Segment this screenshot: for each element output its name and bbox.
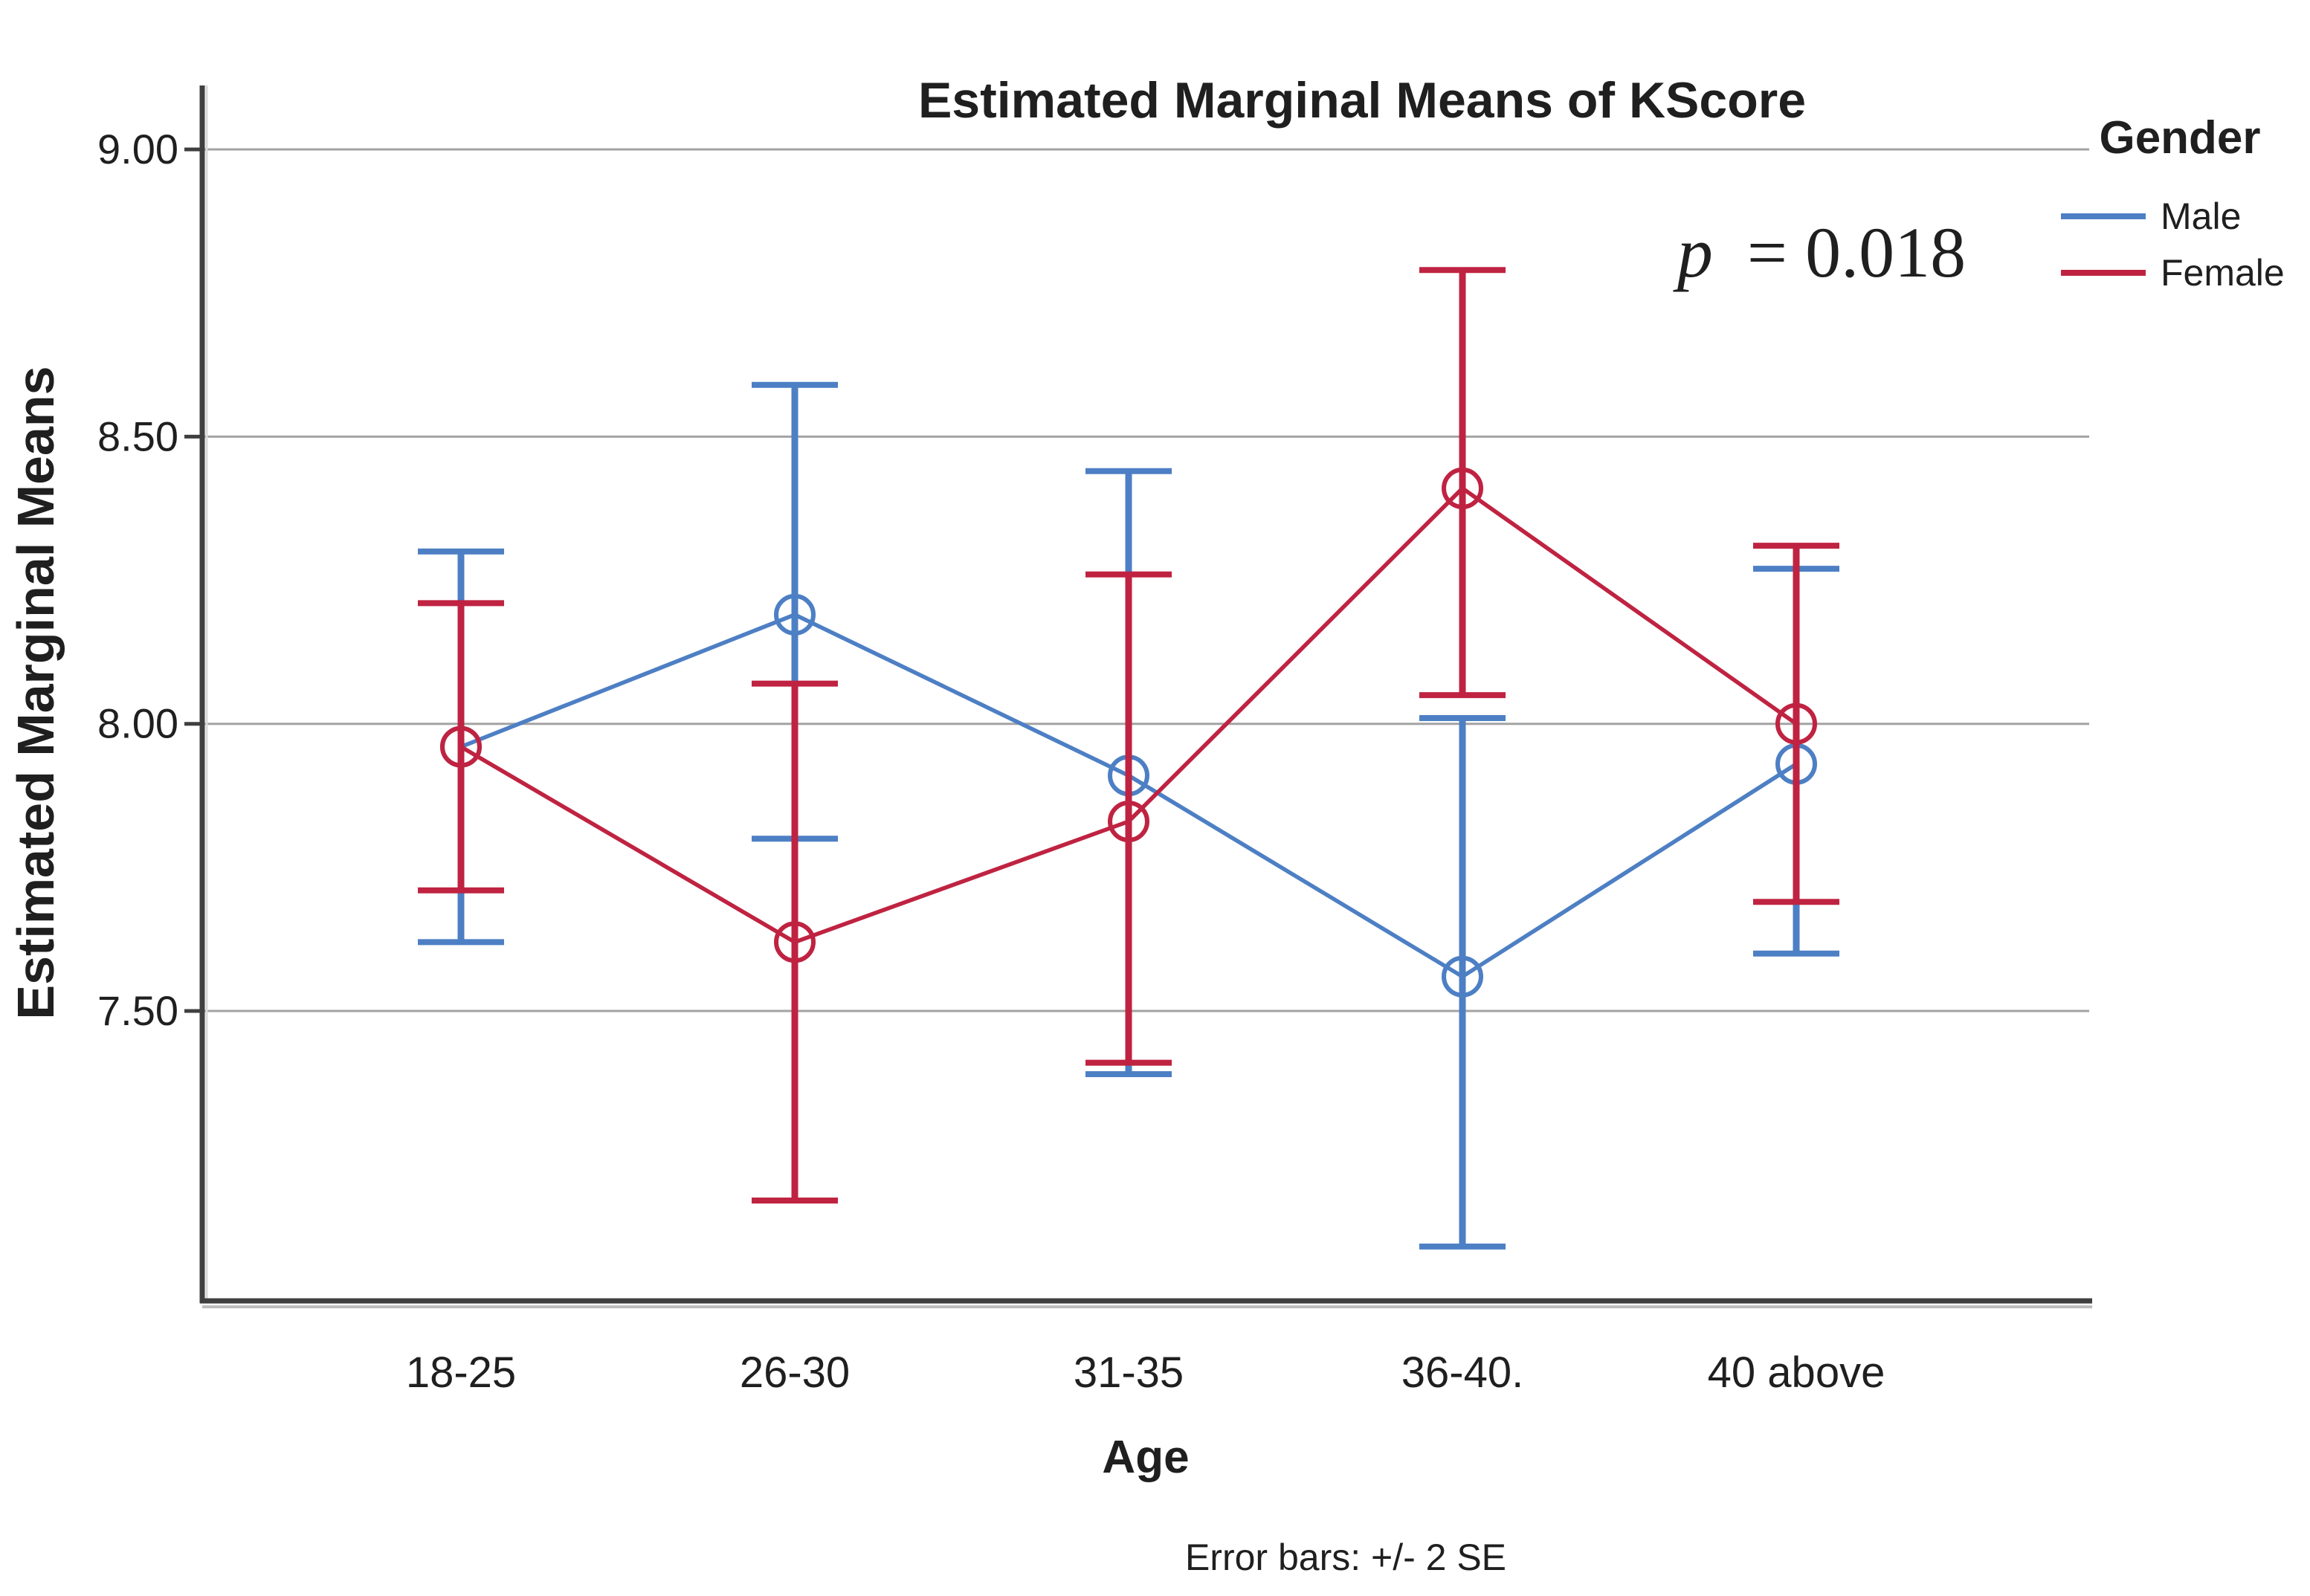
p-value-annotation: p = 0.018: [1673, 213, 1966, 292]
p-symbol: p: [1673, 213, 1713, 292]
female-error-bar-40 above: [1753, 543, 1839, 905]
x-tick-label-36-40.: 36-40.: [1401, 1348, 1523, 1397]
x-tick-label-40 above: 40 above: [1708, 1348, 1885, 1397]
x-axis-labels-layer: 18-25 26-30 31-35 36-40. 40 above: [406, 1348, 1885, 1397]
axes-layer: [199, 85, 2092, 1308]
female-marker-36-40.: [1442, 467, 1483, 509]
male-marker-26-30: [774, 593, 816, 636]
legend-female-label: Female: [2161, 252, 2285, 294]
female-series-line: [459, 485, 1798, 945]
y-tick-label-8.00: 8.00: [97, 700, 178, 747]
x-tick-label-31-35: 31-35: [1074, 1348, 1184, 1397]
x-axis-title: Age: [1102, 1432, 1189, 1483]
error-bars-note: Error bars: +/- 2 SE: [1185, 1537, 1506, 1578]
female-marker-40 above: [1775, 702, 1817, 745]
y-tick-label-7.50: 7.50: [97, 987, 178, 1034]
legend-male-label: Male: [2161, 196, 2241, 237]
y-tick-label-8.50: 8.50: [97, 413, 178, 459]
p-value-text: = 0.018: [1747, 213, 1966, 292]
female-series: [418, 267, 1839, 1204]
female-marker-31-35: [1108, 801, 1149, 843]
y-tick-label-9.00: 9.00: [97, 126, 178, 172]
x-tick-label-18-25: 18-25: [406, 1348, 516, 1397]
series-layer: [418, 267, 1839, 1250]
chart-title: Estimated Marginal Means of KScore: [918, 72, 1806, 129]
male-error-bar-36-40.: [1419, 714, 1506, 1250]
x-tick-label-26-30: 26-30: [740, 1348, 850, 1397]
legend-title: Gender: [2099, 112, 2260, 164]
male-marker-36-40.: [1442, 955, 1483, 998]
female-error-bar-36-40.: [1419, 267, 1506, 699]
female-marker-18-25: [440, 726, 482, 768]
y-axis-ticks-layer: 9.00 8.50 8.00 7.50: [97, 126, 202, 1034]
y-axis-title: Estimated Marginal Means: [7, 366, 65, 1019]
female-marker-26-30: [774, 921, 816, 963]
legend: Gender Male Female: [2061, 112, 2285, 294]
